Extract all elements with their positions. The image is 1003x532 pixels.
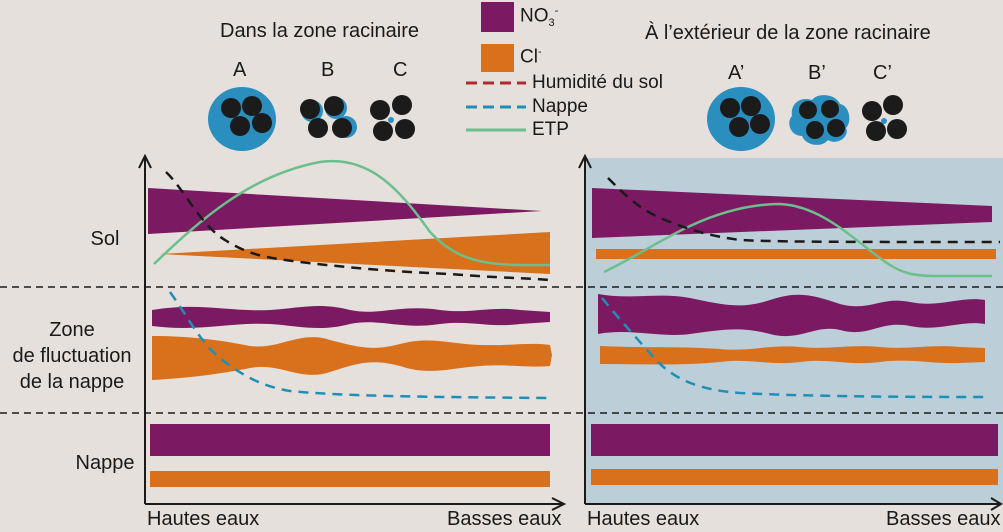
left-sol-cl-wedge: [160, 232, 550, 274]
right-nappe-no3-bar: [591, 424, 998, 456]
legend-cl-superscript: -: [537, 46, 542, 58]
right-humidity-curve: [607, 177, 1001, 244]
right-nappe-cl-bar: [591, 469, 998, 485]
aggregate-label-a-prime: A’: [728, 62, 745, 84]
right-zone-no3-band: [598, 294, 985, 337]
axis-left-end-label: Basses eaux: [447, 508, 562, 530]
left-humidity-curve: [165, 171, 551, 282]
legend-no3-swatch: [481, 2, 514, 32]
right-axes: [578, 153, 1003, 511]
legend-no3-superscript: -: [554, 5, 559, 17]
aggregate-b-prime-icon: [789, 95, 850, 145]
axis-right-start-label: Hautes eaux: [587, 508, 700, 530]
left-nappe-no3-bar: [150, 424, 550, 456]
aggregate-label-a: A: [233, 59, 247, 81]
aggregate-a-icon: [208, 87, 276, 151]
legend-etp-label: ETP: [532, 119, 569, 140]
aggregate-c-prime-icon: [862, 95, 907, 141]
legend-no3-subscript: 3: [548, 17, 555, 30]
row-label-zone-line3: de la nappe: [19, 371, 125, 393]
row-label-zone-line1: Zone: [49, 319, 95, 341]
right-etp-curve: [603, 202, 992, 278]
row-label-zone-line2: de fluctuation: [12, 345, 132, 367]
row-label-nappe: Nappe: [75, 452, 135, 474]
aggregate-label-c: C: [393, 59, 408, 81]
right-nappe-curve: [601, 297, 986, 399]
left-nappe-cl-bar: [150, 471, 550, 487]
right-zone-cl-band: [600, 346, 985, 365]
header-outside-root-zone: À l’extérieur de la zone racinaire: [645, 22, 931, 44]
legend-no3-text: NO: [520, 5, 549, 27]
header-inside-root-zone: Dans la zone racinaire: [220, 20, 419, 42]
legend-humidity-label: Humidité du sol: [532, 72, 663, 93]
legend-cl-text: Cl: [520, 46, 538, 68]
aggregate-c-icon: [370, 95, 415, 141]
axis-left-start-label: Hautes eaux: [147, 508, 260, 530]
left-nappe-curve: [168, 291, 551, 400]
left-etp-curve: [153, 159, 551, 267]
legend-cl-label: Cl-: [520, 46, 542, 68]
left-axes: [138, 153, 567, 511]
aggregate-a-prime-icon: [707, 87, 775, 151]
row-label-sol: Sol: [90, 228, 120, 250]
aggregate-b-icon: [300, 96, 357, 138]
legend-no3-label: NO3-: [520, 5, 558, 29]
legend-nappe-label: Nappe: [532, 96, 588, 117]
right-sol-cl-bar: [596, 249, 996, 259]
aggregate-label-b: B: [321, 59, 335, 81]
legend-cl-swatch: [481, 44, 514, 72]
row-label-zone-fluctuation: Zone de fluctuation de la nappe: [2, 317, 142, 395]
left-zone-cl-band: [152, 336, 552, 380]
left-sol-no3-wedge: [148, 188, 542, 234]
aggregate-label-b-prime: B’: [808, 62, 826, 84]
left-zone-no3-band: [152, 305, 550, 329]
axis-right-end-label: Basses eaux: [886, 508, 1001, 530]
aggregate-label-c-prime: C’: [873, 62, 892, 84]
